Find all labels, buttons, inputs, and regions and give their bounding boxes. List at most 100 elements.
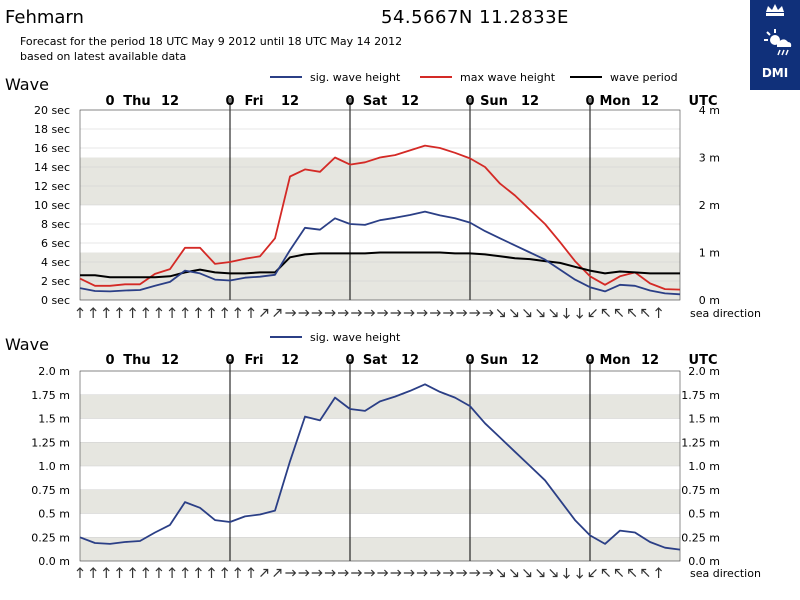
plot-frame [79,370,681,562]
sea-direction-arrow [443,309,455,317]
sea-direction-arrow [273,568,282,577]
series-line [79,210,681,296]
sea-direction-arrow [102,307,110,318]
sea-direction-arrow [510,569,519,578]
sea-direction-arrow [456,309,468,317]
sea-direction-arrow [641,308,650,317]
sea-direction-arrow [482,569,494,577]
sea-direction-arrow [430,309,441,317]
left-axis-tick: 1.75 m [31,389,70,402]
dmi-crown-sun-icon [764,4,792,56]
time-axis-label: 0 [585,94,594,109]
sea-direction-arrow [614,308,624,317]
sea-direction-arrow [443,569,455,577]
sea-direction-arrow [469,569,481,577]
sea-direction-arrow [338,569,349,577]
sea-direction-arrow [311,569,323,577]
plot-frame [79,109,681,301]
sea-direction-arrow [285,309,297,317]
sea-direction-arrow [351,569,363,577]
right-axis-tick: 0.5 m [688,508,720,521]
sea-direction-arrow [456,569,468,577]
time-axis-label: 0 [465,353,474,368]
sea-direction-arrow [234,567,242,578]
sea-direction-arrow [403,569,415,577]
time-axis-label: Sat [363,94,387,109]
coordinates: 54.5667N 11.2833E [381,7,569,28]
time-axis-label: Sun [480,353,508,368]
sea-direction-arrow [377,569,389,577]
sea-direction-arrow [234,307,242,318]
sea-direction-arrow [142,567,150,578]
sea-direction-arrow [496,569,505,578]
sea-direction-arrow [76,567,84,578]
left-axis-tick: 1.0 m [38,460,70,473]
sea-direction-arrow [536,309,545,318]
left-axis-tick: 8 sec [41,218,70,231]
sea-direction-arrow [576,308,584,319]
sea-direction-arrow [390,569,402,577]
sea-direction-arrow [168,307,176,318]
sea-direction-arrow [311,309,323,317]
right-axis-tick: 1.0 m [688,460,720,473]
sea-direction-arrow [221,567,229,578]
legend-label: max wave height [460,71,556,84]
left-axis-tick: 0.0 m [38,555,70,568]
left-axis-tick: 12 sec [34,180,70,193]
sea-direction-arrow [116,567,123,578]
sea-direction-arrow [76,307,84,318]
sea-direction-arrow [338,309,349,317]
sea-direction-arrow [549,309,558,318]
right-axis-tick: 2.0 m [688,365,720,378]
data-source-text: based on latest available data [20,50,187,63]
legend-label: sig. wave height [310,71,401,84]
sea-direction-arrow [614,568,624,577]
time-axis-label: Sat [363,353,387,368]
time-axis-label: 12 [521,353,539,368]
sea-direction-arrow [364,569,376,577]
sea-direction-arrow [510,309,519,318]
sea-direction-arrow [194,567,202,578]
left-axis-tick: 2 sec [41,275,70,288]
dmi-logo[interactable]: DMI [750,0,800,90]
time-axis-label: 12 [161,353,179,368]
sea-direction-arrow [89,307,97,318]
time-axis-label: Mon [599,94,630,109]
series-line [79,383,681,551]
time-axis-label: 0 [105,94,114,109]
left-axis-tick: 14 sec [34,161,70,174]
time-axis-label: 0 [225,353,234,368]
sea-direction-arrow [377,309,389,317]
grid-band [80,157,680,205]
sea-direction-arrow [588,569,597,578]
sea-direction-arrow [260,308,269,317]
left-axis-tick: 0.25 m [31,531,70,544]
time-axis-label: Thu [123,94,150,109]
legend-label: wave period [610,71,678,84]
right-axis-tick: 1.75 m [681,389,720,402]
sea-direction-arrow [655,307,663,318]
time-axis-label: 12 [161,94,179,109]
sea-direction-arrow [601,308,610,317]
series-line [79,144,681,291]
sea-direction-arrow [628,568,637,577]
sea-direction-arrow [181,567,189,578]
right-axis-tick: 0.0 m [688,555,720,568]
time-axis-label: 0 [465,94,474,109]
sea-direction-arrow [655,567,663,578]
time-axis-label: Thu [123,353,150,368]
sea-direction-arrow [181,307,189,318]
sea-direction-arrow [298,569,310,577]
panel-title: Wave [5,335,49,354]
time-axis-label: 0 [585,353,594,368]
sea-direction-arrow [351,309,363,317]
sea-direction-arrow [641,568,650,577]
time-axis-unit: UTC [689,94,718,109]
time-axis-label: 12 [401,94,419,109]
sea-direction-arrow [469,309,481,317]
time-axis-label: 0 [225,94,234,109]
sea-direction-arrow [129,567,137,578]
sea-direction-arrow [324,569,336,577]
left-axis-tick: 2.0 m [38,365,70,378]
